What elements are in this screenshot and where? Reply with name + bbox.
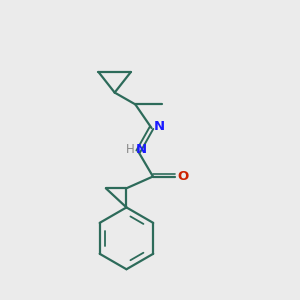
Text: H: H bbox=[126, 142, 134, 156]
Text: N: N bbox=[136, 143, 147, 156]
Text: N: N bbox=[153, 120, 164, 133]
Text: O: O bbox=[178, 170, 189, 183]
